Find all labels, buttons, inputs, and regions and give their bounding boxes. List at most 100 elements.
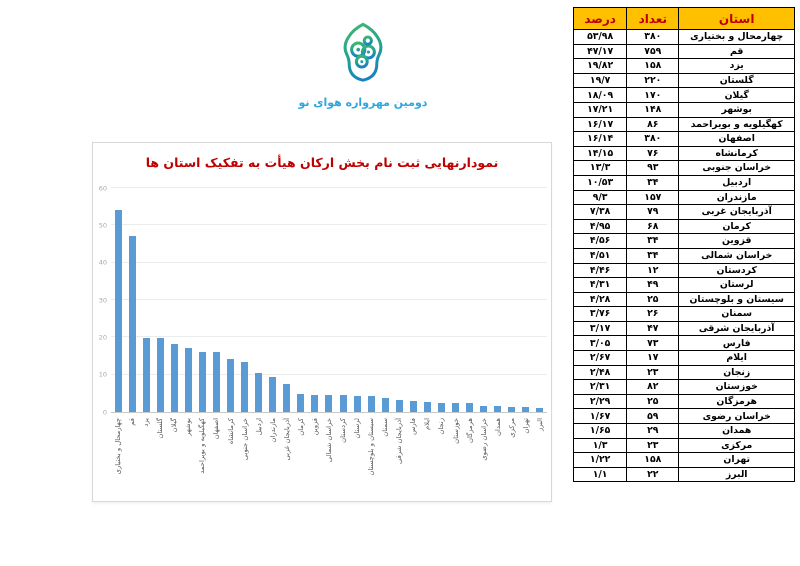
percent-cell: ۴/۴۶ [572, 262, 628, 279]
count-cell: ۷۶ [626, 145, 680, 162]
table-row: مرکزی ۲۳ ۱/۳ [572, 437, 795, 454]
bar-slot [224, 188, 238, 412]
x-tick-label: تهران [521, 418, 530, 434]
y-tick-label: 20 [98, 333, 107, 342]
province-cell: آذربایجان غربی [678, 204, 795, 220]
bar [494, 405, 502, 412]
table-row: یزد ۱۵۸ ۱۹/۸۲ [572, 58, 795, 74]
x-label-slot: کهگیلویه و بویراحمد [195, 414, 209, 500]
bar [128, 235, 136, 412]
table-row: خراسان رضوی ۵۹ ۱/۶۷ [572, 408, 795, 425]
province-cell: آذربایجان شرقی [678, 320, 795, 337]
count-cell: ۳۸۰ [626, 29, 680, 45]
percent-cell: ۱/۱ [572, 466, 628, 483]
bar [255, 372, 263, 412]
x-tick-label: بوشهر [184, 418, 193, 436]
y-tick-label: 10 [98, 370, 107, 379]
bar-slot [449, 188, 463, 412]
bar [227, 359, 235, 412]
percent-cell: ۱۶/۱۴ [572, 131, 628, 147]
table-row: قم ۷۵۹ ۴۷/۱۷ [572, 43, 795, 60]
table-row: خوزستان ۸۲ ۲/۳۱ [572, 379, 795, 395]
count-cell: ۳۴ [626, 247, 680, 264]
y-tick-label: 0 [102, 407, 107, 416]
province-cell: قم [678, 43, 795, 60]
percent-cell: ۲/۶۷ [572, 350, 628, 366]
percent-cell: ۴/۳۱ [572, 277, 628, 293]
percent-cell: ۱۹/۸۲ [572, 58, 628, 74]
x-tick-label: سمنان [381, 418, 390, 437]
table-row: کرمانشاه ۷۶ ۱۴/۱۵ [572, 145, 795, 162]
province-cell: تهران [678, 452, 795, 468]
bar-slot [533, 188, 547, 412]
count-cell: ۷۹ [626, 204, 680, 220]
province-cell: قزوین [678, 233, 795, 249]
x-label-slot: سیستان و بلوچستان [364, 414, 378, 500]
count-cell: ۱۲ [626, 262, 680, 279]
bar [522, 407, 530, 412]
gridline [111, 187, 547, 188]
bar [311, 394, 319, 412]
count-cell: ۹۳ [626, 160, 680, 176]
x-tick-label: گلستان [156, 418, 165, 439]
count-cell: ۱۵۷ [626, 189, 680, 206]
province-table: استان تعداد درصد چهارمحال و بختیاری ۳۸۰ ۵۳… [572, 7, 795, 483]
header-percent: درصد [572, 7, 628, 30]
x-label-slot: البرز [533, 414, 547, 500]
count-cell: ۳۴ [626, 233, 680, 249]
bar [466, 403, 474, 412]
percent-cell: ۱/۶۷ [572, 408, 628, 425]
gridline [111, 261, 547, 263]
x-label-slot: خوزستان [449, 414, 463, 500]
x-label-slot: تهران [519, 414, 533, 500]
x-tick-label: کرمان [296, 418, 305, 436]
bar-slot [125, 188, 139, 412]
count-cell: ۲۵ [626, 291, 680, 308]
x-tick-label: کردستان [339, 418, 348, 443]
percent-cell: ۴۷/۱۷ [572, 43, 628, 60]
table-row: آذربایجان غربی ۷۹ ۷/۳۸ [572, 204, 795, 220]
count-cell: ۲۳ [626, 437, 680, 454]
x-label-slot: ایلام [420, 414, 434, 500]
province-cell: خراسان رضوی [678, 408, 795, 425]
province-cell: یزد [678, 58, 795, 74]
x-tick-label: البرز [535, 418, 544, 432]
province-cell: کردستان [678, 262, 795, 279]
bar [508, 407, 516, 412]
count-cell: ۴۷ [626, 320, 680, 337]
table-row: چهارمحال و بختیاری ۳۸۰ ۵۳/۹۸ [572, 29, 795, 45]
bar [198, 351, 206, 412]
percent-cell: ۱۹/۷ [572, 72, 628, 89]
count-cell: ۸۶ [626, 116, 680, 133]
province-cell: ایلام [678, 350, 795, 366]
bar [423, 402, 431, 412]
count-cell: ۲۲۰ [626, 72, 680, 89]
table-row: مازندران ۱۵۷ ۹/۳ [572, 189, 795, 206]
count-cell: ۲۲ [626, 466, 680, 483]
x-tick-label: آذربایجان شرقی [395, 418, 404, 465]
y-tick-label: 50 [98, 221, 107, 230]
x-label-slot: همدان [491, 414, 505, 500]
bar-slot [392, 188, 406, 412]
count-cell: ۱۵۸ [626, 452, 680, 468]
logo: دومین مهرواره هوای نو [280, 22, 446, 109]
table-row: اردبیل ۳۴ ۱۰/۵۳ [572, 174, 795, 191]
x-label-slot: زنجان [434, 414, 448, 500]
x-label-slot: آذربایجان غربی [280, 414, 294, 500]
bar [395, 400, 403, 412]
x-label-slot: لرستان [350, 414, 364, 500]
x-tick-label: قم [128, 418, 137, 426]
bar-slot [238, 188, 252, 412]
x-tick-label: خوزستان [451, 418, 460, 444]
x-tick-label: کرمانشاه [226, 418, 235, 445]
table-row: سمنان ۲۶ ۳/۷۶ [572, 306, 795, 322]
bar-slot [139, 188, 153, 412]
count-cell: ۱۷ [626, 350, 680, 366]
table-row: گلستان ۲۲۰ ۱۹/۷ [572, 72, 795, 89]
y-tick-label: 60 [98, 183, 107, 192]
table-row: سیستان و بلوچستان ۲۵ ۴/۲۸ [572, 291, 795, 308]
province-cell: البرز [678, 466, 795, 483]
bar-slot [294, 188, 308, 412]
percent-cell: ۲/۳۱ [572, 379, 628, 395]
province-cell: خراسان شمالی [678, 247, 795, 264]
